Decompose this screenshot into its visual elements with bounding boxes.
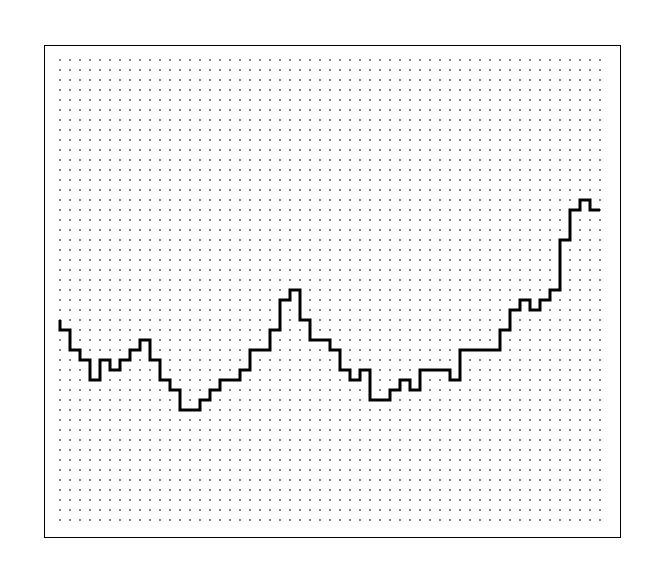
- data-line: [58, 198, 600, 412]
- plot-frame: [44, 45, 621, 538]
